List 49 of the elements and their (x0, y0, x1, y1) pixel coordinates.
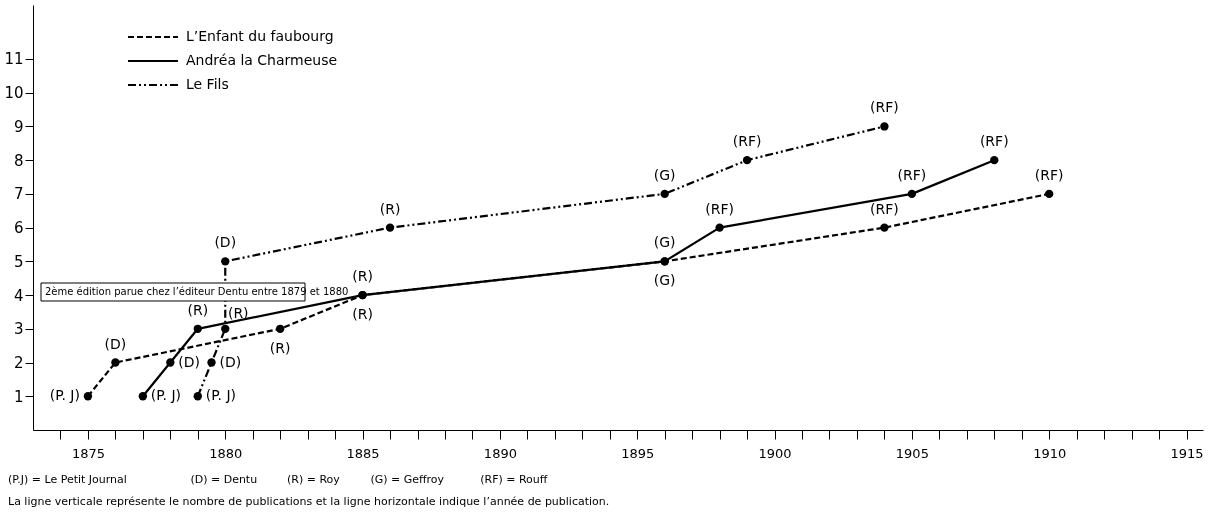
data-label: (D) (214, 234, 237, 251)
data-label: (G) (653, 166, 676, 183)
y-tick-label: 7 (13, 185, 24, 204)
data-label: (R) (187, 301, 209, 318)
data-label: (P. J) (205, 387, 237, 404)
data-label: (D) (178, 353, 201, 370)
y-tick-label: 8 (13, 151, 24, 170)
y-tick-label: 5 (13, 252, 24, 271)
x-tick-label: 1885 (346, 445, 380, 461)
x-tick-label: 1910 (1033, 445, 1067, 461)
data-label: (R) (227, 304, 249, 321)
x-tick-label: 1880 (209, 445, 243, 461)
x-tick-label: 1890 (483, 445, 517, 461)
data-label: (D) (104, 335, 127, 352)
legend-label: L’Enfant du faubourg (186, 28, 334, 44)
y-tick-label: 4 (13, 286, 24, 305)
text: (P.J) = Le Petit Journal (D) = Dentu (R) = Roy (G) = Geffroy (RF) = Rouff (8, 473, 548, 486)
data-label: (R) (379, 200, 401, 217)
data-label: (D) (219, 353, 242, 370)
data-label: (P. J) (49, 387, 80, 404)
data-label: (G) (653, 272, 676, 289)
data-label: (RF) (979, 133, 1009, 150)
data-label: (RF) (870, 200, 899, 217)
data-label: (P. J) (150, 387, 182, 404)
legend-label: Andréa la Charmeuse (186, 52, 338, 68)
y-tick-label: 1 (13, 387, 24, 406)
text: La ligne verticale représente le nombre de publications et la ligne horizontale indique l’année de publication. (8, 495, 610, 508)
x-tick-label: 1875 (71, 445, 105, 461)
y-tick-label: 10 (4, 84, 24, 103)
data-label: (RF) (732, 133, 762, 150)
x-tick-label: 1915 (1170, 445, 1204, 461)
data-label: (RF) (897, 166, 927, 183)
data-label: (G) (653, 234, 676, 251)
data-label: (RF) (870, 99, 899, 116)
y-tick-label: 3 (13, 320, 24, 339)
x-tick-label: 1905 (895, 445, 929, 461)
x-tick-label: 1895 (621, 445, 655, 461)
y-tick-label: 2 (13, 354, 24, 373)
data-label: (R) (269, 339, 291, 356)
data-label: (R) (352, 306, 373, 323)
y-tick-label: 6 (13, 219, 24, 238)
y-tick-label: 11 (4, 50, 24, 69)
data-label: (R) (352, 268, 373, 285)
x-tick-label: 1900 (758, 445, 792, 461)
data-label: (RF) (705, 200, 734, 217)
legend-label: Le Fils (186, 76, 229, 92)
y-tick-label: 9 (13, 117, 24, 136)
annotation: 2ème édition parue chez l’éditeur Dentu entre 1879 et 1880 (45, 286, 349, 297)
data-label: (RF) (1034, 166, 1064, 183)
